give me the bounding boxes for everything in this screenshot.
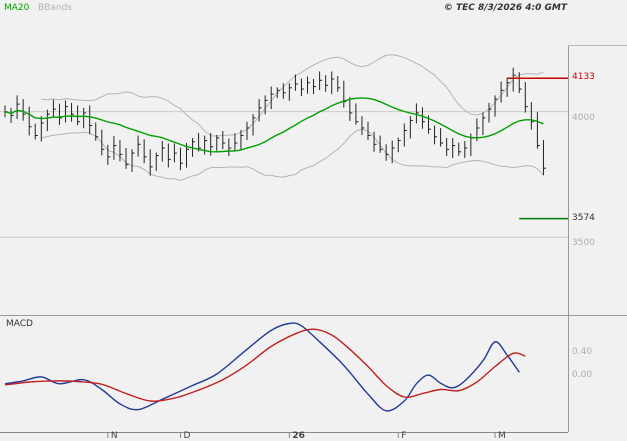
macd-axis-label: 0.00 bbox=[572, 370, 593, 381]
level-label: 4133 bbox=[572, 72, 595, 83]
price-axis-label: 4000 bbox=[572, 112, 595, 123]
legend-ma20-label: MA20 bbox=[4, 3, 30, 13]
ma20-line bbox=[4, 97, 544, 153]
signal-line bbox=[4, 328, 526, 402]
macd-line bbox=[4, 322, 520, 412]
bollinger-lower-line bbox=[41, 128, 544, 181]
level-label: 3574 bbox=[572, 212, 595, 223]
month-label: D bbox=[183, 431, 191, 441]
month-label: N bbox=[110, 431, 118, 441]
macd-panel-title: MACD bbox=[6, 319, 33, 329]
bollinger-upper-line bbox=[41, 54, 544, 137]
macd-axis-label: 0.40 bbox=[572, 347, 593, 358]
month-label: 26 bbox=[292, 431, 305, 441]
price-axis-label: 3500 bbox=[572, 238, 595, 249]
month-label: M bbox=[498, 431, 506, 441]
legend-bbands-label: BBands bbox=[38, 3, 72, 13]
month-label: F bbox=[401, 431, 407, 441]
copyright-text: © TEC 8/3/2026 4:0 GMT bbox=[443, 3, 567, 13]
